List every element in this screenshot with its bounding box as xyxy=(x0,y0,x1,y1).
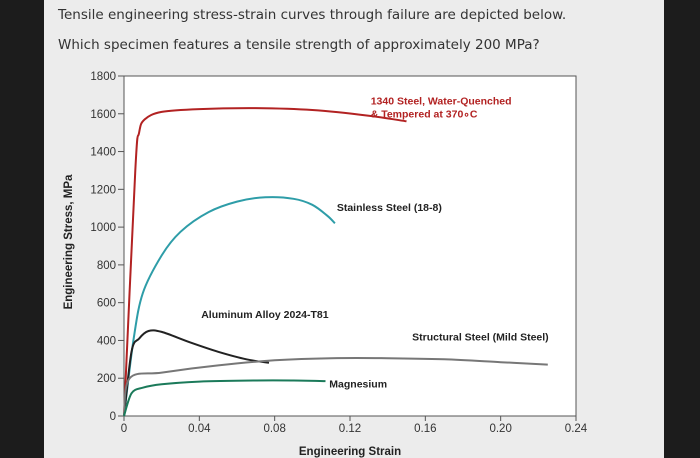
y-axis-title: Engineering Stress, MPa xyxy=(63,174,75,309)
y-tick-label: 1800 xyxy=(90,71,116,83)
x-tick-label: 0.04 xyxy=(188,423,211,435)
series-label-4: Magnesium xyxy=(329,379,387,391)
x-axis-title: Engineering Strain xyxy=(299,446,401,458)
y-tick-label: 400 xyxy=(97,335,116,347)
y-tick-label: 1200 xyxy=(90,184,116,196)
x-tick-label: 0.12 xyxy=(339,423,361,435)
series-line-1 xyxy=(123,196,336,417)
axis-ticks: 0 200 400 600 800 1000 1200 1400 1600 1800 0 0.04 0.… xyxy=(90,71,587,435)
y-tick-label: 200 xyxy=(97,373,116,385)
y-tick-label: 0 xyxy=(110,411,116,423)
x-tick-label: 0.20 xyxy=(489,423,511,435)
series-line-2 xyxy=(123,329,270,417)
y-tick-label: 1400 xyxy=(90,147,116,159)
series-label-2: Aluminum Alloy 2024-T81 xyxy=(201,309,329,321)
question-line-2: Which specimen features a tensile streng… xyxy=(58,37,540,53)
series-line-3 xyxy=(123,357,548,417)
x-tick-label: 0.16 xyxy=(414,423,436,435)
series-line-0 xyxy=(123,107,407,417)
x-tick-label: 0.24 xyxy=(565,423,588,435)
series-label-3: Structural Steel (Mild Steel) xyxy=(412,331,549,343)
curve-labels: 1340 Steel, Water-Quenched& Tempered at … xyxy=(201,95,548,390)
series-label-0: 1340 Steel, Water-Quenched xyxy=(371,95,512,107)
y-tick-label: 800 xyxy=(97,260,116,272)
x-tick-label: 0.08 xyxy=(263,423,285,435)
series-label-0: & Tempered at 370∘C xyxy=(371,108,478,120)
question-line-1: Tensile engineering stress-strain curves… xyxy=(58,7,567,23)
curves xyxy=(123,107,548,417)
y-tick-label: 1000 xyxy=(90,222,116,234)
y-tick-label: 1600 xyxy=(90,109,116,121)
plot-area xyxy=(123,75,577,417)
x-tick-label: 0 xyxy=(121,423,127,435)
series-line-4 xyxy=(123,379,326,417)
y-tick-label: 600 xyxy=(97,298,116,310)
series-label-1: Stainless Steel (18-8) xyxy=(337,202,442,214)
